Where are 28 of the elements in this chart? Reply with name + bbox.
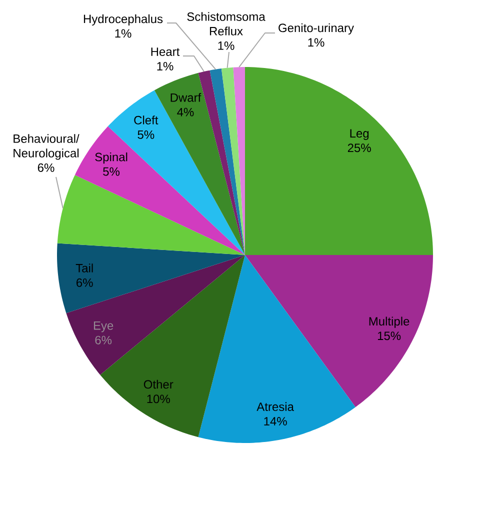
slice-label: Tail xyxy=(76,264,93,272)
data-label: 10% xyxy=(147,394,170,404)
data-label: 1% xyxy=(218,41,234,50)
slice-label: Atresia xyxy=(256,402,294,412)
data-label: 1% xyxy=(157,62,174,70)
data-label: 6% xyxy=(76,278,93,287)
data-label: 4% xyxy=(177,108,194,116)
slice-label: Hydrocephalus xyxy=(84,14,163,26)
data-label: 5% xyxy=(138,130,154,139)
slice-label: Other xyxy=(144,380,174,389)
data-label: 6% xyxy=(38,163,54,172)
data-label: 14% xyxy=(264,417,287,426)
data-label: 25% xyxy=(348,144,371,152)
slice-label: Leg xyxy=(350,129,369,140)
slice-label: Schistomsoma Reflux xyxy=(187,12,266,36)
slice-label: Dwarf xyxy=(170,93,202,102)
slice-label: Eye xyxy=(94,321,114,332)
data-label: 6% xyxy=(95,336,112,344)
slice-label: Multiple xyxy=(369,316,410,328)
slice-label: Cleft xyxy=(134,116,158,124)
data-label: 1% xyxy=(115,29,132,38)
data-label: 15% xyxy=(378,332,401,340)
data-label: 1% xyxy=(308,38,324,47)
slice-label: Behavioural/Neurological xyxy=(14,134,80,160)
slice-label: Heart xyxy=(151,48,180,56)
slice-label: Genito-urinary xyxy=(278,23,354,35)
data-label: 5% xyxy=(103,167,120,176)
slice-label: Spinal xyxy=(95,152,128,164)
